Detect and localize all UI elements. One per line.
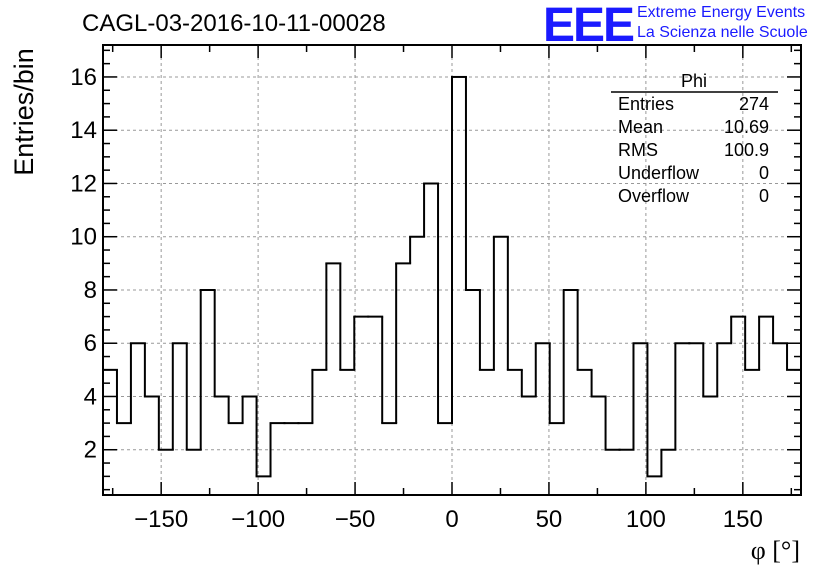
stats-label: Overflow (618, 186, 690, 206)
stats-rows: Entries 274 Mean 10.69 RMS 100.9 Underflow 0 Ove… (618, 94, 769, 206)
stats-value: 0 (759, 186, 769, 206)
x-axis-label: φ [°] (751, 536, 800, 565)
y-tick-label: 4 (84, 383, 97, 410)
axis-ticks (103, 45, 801, 495)
brand-line-1: Extreme Energy Events (637, 4, 806, 21)
y-tick-label: 8 (84, 277, 97, 304)
y-tick-label: 16 (70, 64, 97, 91)
y-tick-label: 2 (84, 437, 97, 464)
eee-logo: EEE (543, 0, 635, 52)
stats-value: 274 (739, 94, 769, 114)
y-tick-label: 12 (70, 170, 97, 197)
x-tick-label: −50 (335, 506, 376, 533)
stats-label: Underflow (618, 163, 700, 183)
x-tick-label: 100 (626, 506, 666, 533)
y-tick-label: 6 (84, 330, 97, 357)
x-tick-label: 150 (723, 506, 763, 533)
x-tick-label: 0 (445, 506, 458, 533)
y-tick-label: 14 (70, 117, 97, 144)
stats-label: RMS (618, 140, 658, 160)
stats-value: 100.9 (724, 140, 769, 160)
tick-labels: −150 −100 −50 0 50 100 150 2 4 6 8 10 12 14 16 (70, 64, 763, 533)
stats-value: 10.69 (724, 117, 769, 137)
stats-label: Mean (618, 117, 663, 137)
x-tick-label: −100 (231, 506, 285, 533)
brand-line-2: La Scienza nelle Scuole (637, 24, 808, 41)
x-tick-label: −150 (134, 506, 188, 533)
y-tick-label: 10 (70, 224, 97, 251)
stats-title: Phi (681, 71, 707, 91)
stats-value: 0 (759, 163, 769, 183)
chart-title: CAGL-03-2016-10-11-00028 (82, 10, 386, 37)
histogram (102, 75, 802, 478)
x-tick-label: 50 (536, 506, 563, 533)
y-axis-label: Entries/bin (9, 48, 39, 176)
stats-box: Phi Entries 274 Mean 10.69 RMS 100.9 Underflow… (611, 71, 778, 206)
stats-label: Entries (618, 94, 674, 114)
